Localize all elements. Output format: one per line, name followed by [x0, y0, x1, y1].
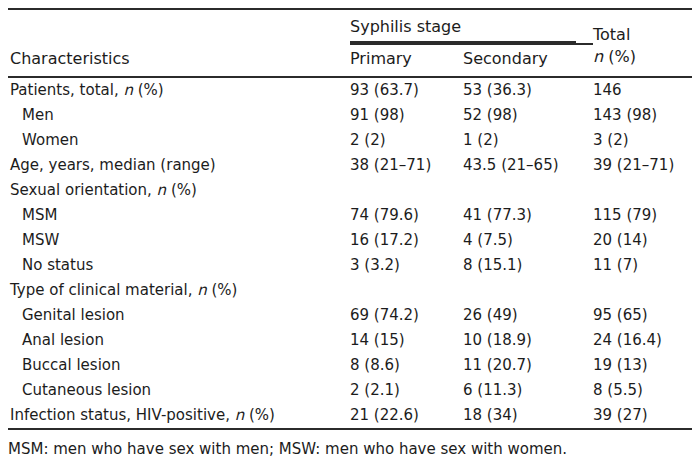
- cell-secondary: 53 (36.3): [463, 77, 593, 103]
- cell-secondary: 52 (98): [463, 103, 593, 128]
- cell-total: 24 (16.4): [593, 328, 692, 353]
- table-body: Patients, total, n (%)93 (63.7)53 (36.3)…: [8, 77, 692, 429]
- cell-total: 11 (7): [593, 253, 692, 278]
- paper-table-figure: Characteristics Syphilis stage Total n (…: [0, 0, 700, 473]
- row-label-n-italic: n: [157, 181, 167, 199]
- row-label: Cutaneous lesion: [8, 378, 350, 403]
- cell-total: 19 (13): [593, 353, 692, 378]
- col-header-total: Total n (%): [593, 9, 692, 77]
- total-header-percent: (%): [603, 47, 636, 66]
- table-footnote: MSM: men who have sex with men; MSW: men…: [8, 439, 700, 459]
- cell-primary: 8 (8.6): [350, 353, 463, 378]
- total-header-line2: n (%): [593, 46, 692, 68]
- cell-primary: 2 (2): [350, 128, 463, 153]
- table-row: Age, years, median (range)38 (21–71)43.5…: [8, 153, 692, 178]
- cell-total: 20 (14): [593, 228, 692, 253]
- col-header-secondary: Secondary: [463, 44, 593, 77]
- table-row: Sexual orientation, n (%): [8, 178, 692, 203]
- table-row: Buccal lesion8 (8.6)11 (20.7)19 (13): [8, 353, 692, 378]
- col-group-header-syphilis-stage: Syphilis stage: [350, 9, 593, 44]
- table-header: Characteristics Syphilis stage Total n (…: [8, 9, 692, 77]
- row-label: Sexual orientation, n (%): [8, 178, 350, 203]
- row-label: Type of clinical material, n (%): [8, 278, 350, 303]
- table-row: Cutaneous lesion2 (2.1)6 (11.3)8 (5.5): [8, 378, 692, 403]
- cell-total: 143 (98): [593, 103, 692, 128]
- table-row: Patients, total, n (%)93 (63.7)53 (36.3)…: [8, 77, 692, 103]
- cell-primary: 38 (21–71): [350, 153, 463, 178]
- cell-total: [593, 178, 692, 203]
- cell-primary: 16 (17.2): [350, 228, 463, 253]
- total-header-n-italic: n: [593, 47, 603, 66]
- cell-secondary: 41 (77.3): [463, 203, 593, 228]
- table-row: Genital lesion69 (74.2)26 (49)95 (65): [8, 303, 692, 328]
- table-row: Type of clinical material, n (%): [8, 278, 692, 303]
- cell-primary: [350, 278, 463, 303]
- characteristics-table: Characteristics Syphilis stage Total n (…: [8, 8, 692, 430]
- group-header-underline: Syphilis stage: [350, 10, 576, 43]
- group-header-label: Syphilis stage: [350, 17, 461, 36]
- cell-secondary: 1 (2): [463, 128, 593, 153]
- cell-total: 8 (5.5): [593, 378, 692, 403]
- row-label: Patients, total, n (%): [8, 77, 350, 103]
- col-header-primary: Primary: [350, 44, 463, 77]
- table-row: Men91 (98)52 (98)143 (98): [8, 103, 692, 128]
- table-row: Infection status, HIV-positive, n (%)21 …: [8, 403, 692, 429]
- cell-primary: 93 (63.7): [350, 77, 463, 103]
- row-label-n-italic: n: [123, 81, 133, 99]
- cell-secondary: 6 (11.3): [463, 378, 593, 403]
- cell-total: [593, 278, 692, 303]
- cell-primary: 21 (22.6): [350, 403, 463, 429]
- row-label-n-italic: n: [197, 281, 207, 299]
- row-label: MSM: [8, 203, 350, 228]
- row-label: Men: [8, 103, 350, 128]
- row-label: Women: [8, 128, 350, 153]
- cell-secondary: 43.5 (21–65): [463, 153, 593, 178]
- cell-total: 115 (79): [593, 203, 692, 228]
- row-label: Buccal lesion: [8, 353, 350, 378]
- cell-secondary: [463, 278, 593, 303]
- cell-primary: 91 (98): [350, 103, 463, 128]
- cell-secondary: 4 (7.5): [463, 228, 593, 253]
- cell-primary: 14 (15): [350, 328, 463, 353]
- cell-total: 3 (2): [593, 128, 692, 153]
- table-row: Women2 (2)1 (2)3 (2): [8, 128, 692, 153]
- table-row: MSM74 (79.6)41 (77.3)115 (79): [8, 203, 692, 228]
- cell-total: 39 (27): [593, 403, 692, 429]
- row-label: Infection status, HIV-positive, n (%): [8, 403, 350, 429]
- cell-secondary: 18 (34): [463, 403, 593, 429]
- row-label: MSW: [8, 228, 350, 253]
- cell-primary: 74 (79.6): [350, 203, 463, 228]
- cell-primary: 69 (74.2): [350, 303, 463, 328]
- row-label: Anal lesion: [8, 328, 350, 353]
- cell-secondary: 10 (18.9): [463, 328, 593, 353]
- cell-secondary: 11 (20.7): [463, 353, 593, 378]
- total-header-line1: Total: [593, 24, 692, 46]
- row-label: Age, years, median (range): [8, 153, 350, 178]
- cell-primary: 2 (2.1): [350, 378, 463, 403]
- table-row: MSW16 (17.2)4 (7.5)20 (14): [8, 228, 692, 253]
- header-row-group: Characteristics Syphilis stage Total n (…: [8, 9, 692, 44]
- cell-total: 95 (65): [593, 303, 692, 328]
- cell-secondary: 8 (15.1): [463, 253, 593, 278]
- table-row: Anal lesion14 (15)10 (18.9)24 (16.4): [8, 328, 692, 353]
- cell-primary: [350, 178, 463, 203]
- cell-primary: 3 (3.2): [350, 253, 463, 278]
- col-header-characteristics: Characteristics: [8, 9, 350, 77]
- row-label-n-italic: n: [235, 406, 245, 424]
- cell-total: 39 (21–71): [593, 153, 692, 178]
- cell-total: 146: [593, 77, 692, 103]
- cell-secondary: 26 (49): [463, 303, 593, 328]
- row-label: No status: [8, 253, 350, 278]
- row-label: Genital lesion: [8, 303, 350, 328]
- table-row: No status3 (3.2)8 (15.1)11 (7): [8, 253, 692, 278]
- cell-secondary: [463, 178, 593, 203]
